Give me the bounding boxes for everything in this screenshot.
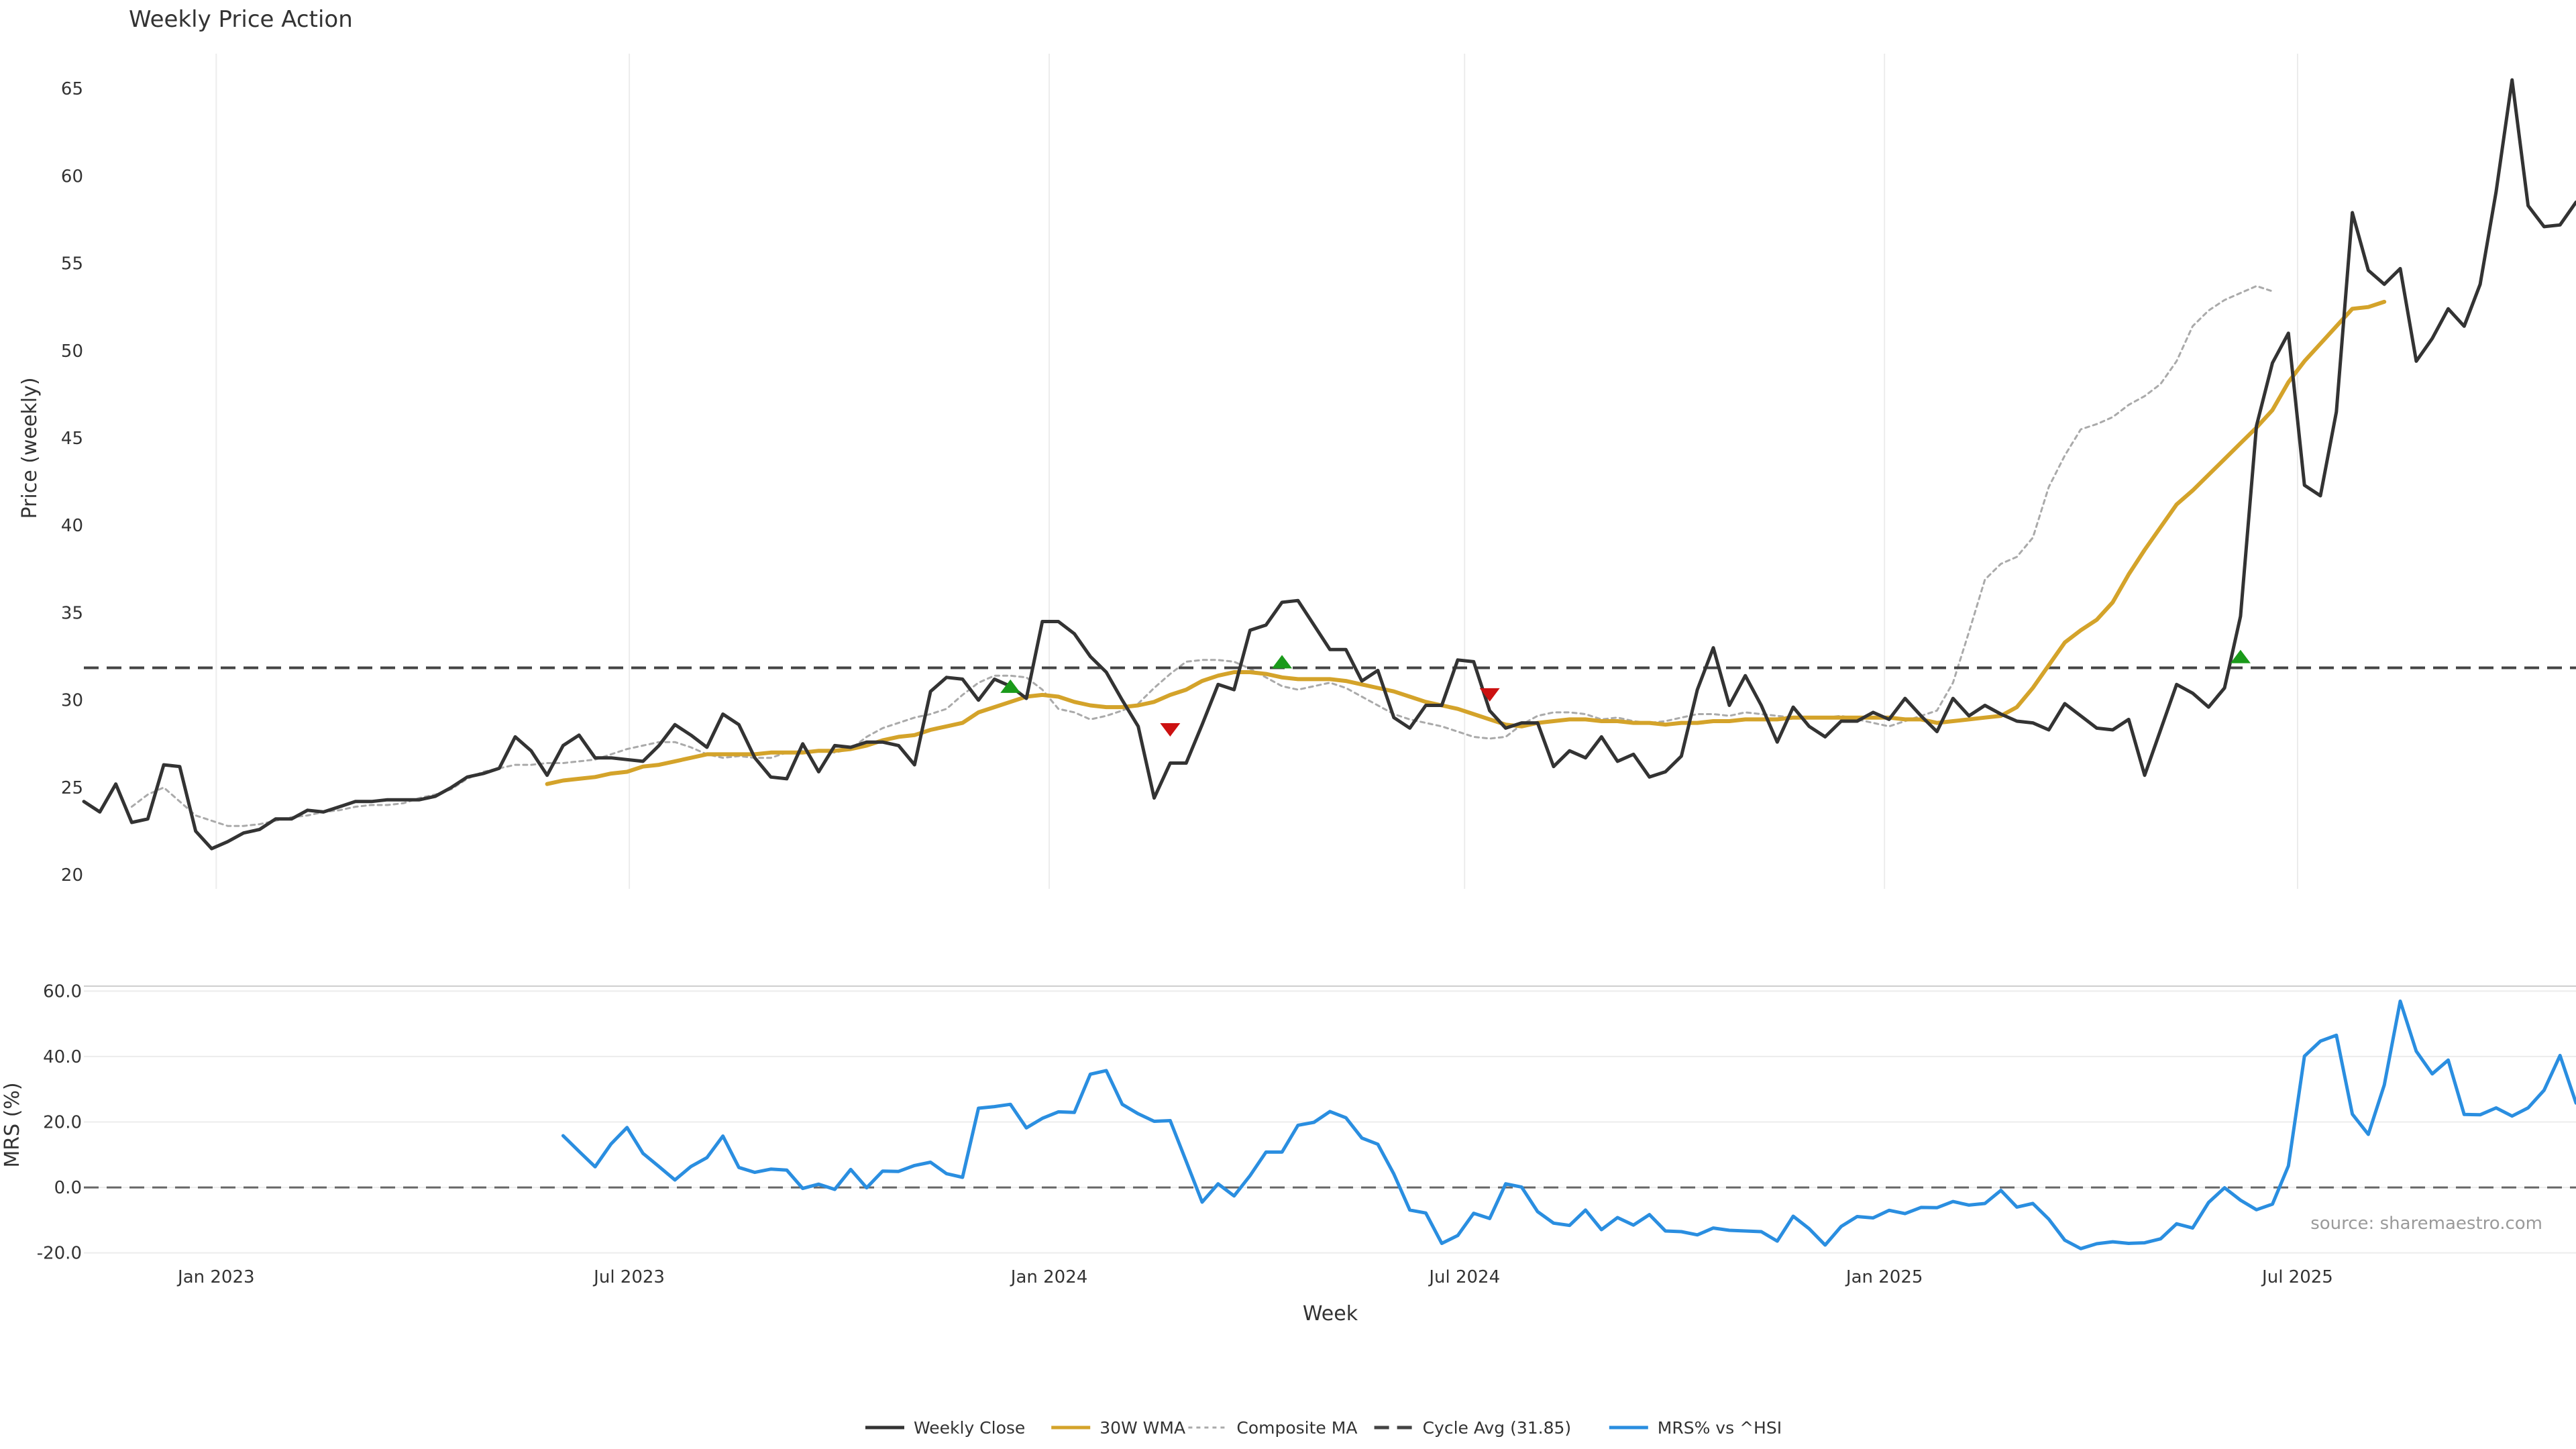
price-panel: 20 25 30 35 40 45 50 55 60 65 Price (weekly)	[18, 54, 2576, 889]
price-gridlines	[215, 54, 2298, 889]
price-y-tick-label: 40	[61, 516, 83, 536]
price-series-lines	[82, 78, 2576, 851]
price-y-tick-label: 25	[61, 778, 83, 798]
sell-signal-marker	[1160, 722, 1181, 737]
mrs-y-tick-label: 20.0	[43, 1113, 82, 1133]
sell-signal-marker	[1479, 688, 1500, 702]
series-30w-wma	[545, 299, 2387, 786]
mrs-series-lines	[561, 999, 2576, 1250]
mrs-y-tick-label: 0.0	[54, 1178, 82, 1198]
x-tick-label: Jan 2023	[176, 1267, 255, 1287]
legend-label-weekly-close: Weekly Close	[914, 1418, 1025, 1438]
mrs-y-axis: -20.0 0.0 20.0 40.0 60.0	[37, 981, 82, 1263]
mrs-panel: -20.0 0.0 20.0 40.0 60.0 MRS (%) source: sha…	[1, 981, 2576, 1264]
mrs-gridlines	[84, 990, 2576, 1254]
legend-label-30w-wma: 30W WMA	[1099, 1418, 1185, 1438]
price-y-tick-label: 60	[61, 166, 83, 186]
x-tick-label: Jan 2024	[1010, 1267, 1088, 1287]
buy-signal-marker	[2230, 649, 2251, 663]
price-y-tick-label: 35	[61, 603, 83, 623]
price-y-axis: 20 25 30 35 40 45 50 55 60 65	[61, 79, 83, 885]
legend-label-composite-ma: Composite MA	[1236, 1418, 1357, 1438]
mrs-y-tick-label: 40.0	[43, 1047, 82, 1067]
series-mrs-vs-hsi	[561, 999, 2576, 1250]
price-y-tick-label: 30	[61, 691, 83, 711]
source-annotation: source: sharemaestro.com	[2310, 1214, 2542, 1234]
x-tick-label: Jan 2025	[1845, 1267, 1923, 1287]
legend-label-cycle-avg-31-85: Cycle Avg (31.85)	[1423, 1418, 1572, 1438]
price-y-tick-label: 45	[61, 429, 83, 449]
x-axis: Jan 2023 Jul 2023 Jan 2024 Jul 2024 Jan 2025…	[176, 1267, 2333, 1287]
legend-label-mrs-vs-hsi: MRS% vs ^HSI	[1658, 1418, 1782, 1438]
x-axis-label: Week	[1303, 1302, 1358, 1326]
chart-title: Weekly Price Action	[129, 6, 353, 33]
price-y-tick-label: 65	[61, 79, 83, 99]
mrs-y-tick-label: -20.0	[37, 1244, 82, 1264]
x-tick-label: Jul 2023	[592, 1267, 665, 1287]
mrs-y-axis-label: MRS (%)	[1, 1082, 24, 1167]
x-tick-label: Jul 2024	[1428, 1267, 1500, 1287]
buy-signal-marker	[1000, 679, 1021, 693]
series-weekly-close	[82, 78, 2576, 851]
price-y-tick-label: 20	[61, 865, 83, 885]
buy-signal-marker	[1272, 655, 1293, 669]
price-y-tick-label: 55	[61, 254, 83, 274]
signal-markers	[1000, 649, 2251, 737]
x-tick-label: Jul 2025	[2261, 1267, 2333, 1287]
mrs-y-tick-label: 60.0	[43, 981, 82, 1002]
price-y-axis-label: Price (weekly)	[18, 377, 42, 519]
price-y-tick-label: 50	[61, 341, 83, 362]
chart-legend: Weekly Close 30W WMA Composite MA Cycle Avg…	[865, 1418, 1782, 1438]
